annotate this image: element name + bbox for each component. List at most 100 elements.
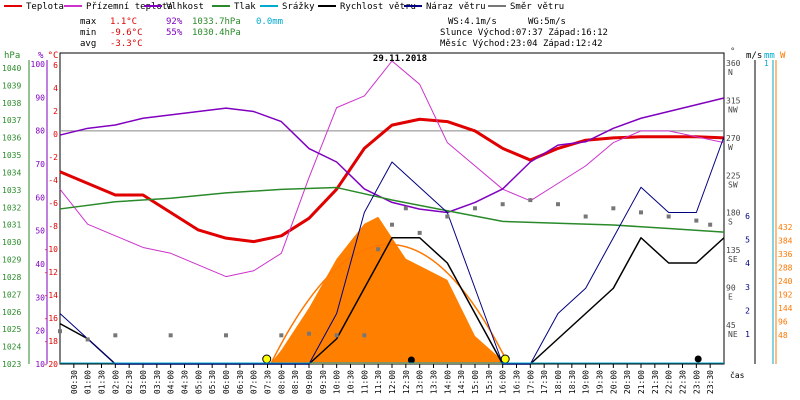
- time-tick-label: 08:00: [277, 370, 286, 394]
- series-vlhkost-line: [59, 97, 725, 214]
- w-tick-label: 432: [778, 223, 793, 232]
- pct-tick-label: 90: [35, 93, 45, 102]
- hpa-tick-label: 1033: [2, 186, 21, 195]
- chart-title: 29.11.2018: [373, 54, 427, 64]
- time-tick-label: 16:00: [499, 370, 508, 394]
- series-smer-vetru-point: [58, 329, 62, 334]
- time-tick-label: 14:00: [443, 370, 452, 394]
- stat-min-hum: 55%: [166, 28, 183, 38]
- legend-label: Srážky: [282, 2, 315, 12]
- time-tick-label: 12:30: [402, 370, 411, 394]
- axis-title-c: °C: [48, 51, 59, 61]
- series-smer-vetru-point: [473, 206, 477, 211]
- legend-label: Teplota: [26, 2, 64, 12]
- series-smer-vetru-point: [500, 202, 505, 207]
- c-tick-label: -12: [44, 268, 59, 277]
- dir-tick-label: S: [728, 218, 733, 227]
- hpa-tick-label: 1036: [2, 134, 21, 143]
- series-smer-vetru-point: [708, 222, 713, 227]
- c-tick-label: -20: [44, 360, 59, 369]
- hpa-tick-label: 1030: [2, 238, 21, 247]
- series-prizemni-teplota-line: [59, 60, 725, 278]
- c-tick-label: 0: [53, 130, 58, 139]
- hpa-tick-label: 1025: [2, 325, 21, 334]
- w-tick-label: 336: [778, 250, 793, 259]
- series-smer-vetru-point: [417, 230, 422, 235]
- w-tick-label: 192: [778, 291, 793, 300]
- time-tick-label: 22:30: [679, 370, 688, 394]
- time-tick-label: 10:30: [347, 370, 356, 394]
- hpa-tick-label: 1029: [2, 256, 21, 265]
- stat-max-temp: 1.1°C: [110, 17, 137, 27]
- stat-row-label: avg: [80, 39, 96, 49]
- w-tick-label: 144: [778, 304, 793, 313]
- hpa-tick-label: 1035: [2, 151, 21, 160]
- dir-tick-label: SE: [728, 255, 738, 264]
- hpa-tick-label: 1037: [2, 116, 21, 125]
- stat-sun: Slunce Východ:07:37 Západ:16:12: [440, 28, 608, 38]
- series-smer-vetru-point: [85, 337, 90, 342]
- c-tick-label: -18: [44, 337, 59, 346]
- time-tick-label: 23:30: [706, 370, 715, 394]
- stat-min-temp: -9.6°C: [110, 28, 143, 38]
- w-tick-label: 48: [778, 331, 788, 340]
- hpa-tick-label: 1032: [2, 203, 21, 212]
- dir-tick-label: 315: [726, 96, 741, 105]
- series-smer-vetru-point: [583, 214, 588, 219]
- series-smer-vetru-point: [556, 202, 560, 207]
- sun-arc: [270, 244, 509, 365]
- series-smer-vetru-point: [445, 214, 450, 219]
- time-tick-label: 22:00: [665, 370, 674, 394]
- series-solar-area: [270, 216, 509, 364]
- time-tick-label: 15:30: [485, 370, 494, 394]
- time-tick-label: 00:30: [70, 370, 79, 394]
- c-tick-label: -14: [44, 291, 59, 300]
- axis-title-time: čas: [730, 370, 745, 380]
- time-tick-label: 15:00: [471, 370, 480, 394]
- stat-max-hum: 92%: [166, 17, 183, 27]
- legend-label: Přízemní teplota: [86, 2, 173, 12]
- series-smer-vetru-point: [666, 214, 671, 219]
- time-tick-label: 11:30: [374, 370, 383, 394]
- stat-max-press: 1033.7hPa: [192, 17, 241, 27]
- dir-tick-label: 45: [726, 321, 736, 330]
- legend-label: Směr větru: [510, 2, 564, 12]
- series-smer-vetru-point: [113, 333, 118, 338]
- series-teplota-line: [59, 117, 725, 244]
- dir-tick-label: 225: [726, 171, 741, 180]
- dir-tick-label: E: [728, 293, 733, 302]
- time-tick-label: 11:00: [360, 370, 369, 394]
- time-tick-label: 08:30: [291, 370, 300, 394]
- series-smer-vetru-point: [639, 210, 643, 215]
- stat-avg-temp: -3.3°C: [110, 39, 143, 49]
- pct-tick-label: 40: [35, 260, 45, 269]
- w-tick-label: 240: [778, 277, 793, 286]
- c-tick-label: -8: [48, 222, 58, 231]
- moonset-marker: [407, 356, 415, 364]
- stat-row-label: min: [80, 28, 96, 38]
- mm-tick-label: 1: [764, 59, 769, 68]
- w-tick-label: 96: [778, 318, 788, 327]
- time-tick-label: 02:30: [125, 370, 134, 394]
- ms-tick-label: 5: [745, 236, 750, 245]
- pct-tick-label: 10: [35, 360, 45, 369]
- series-smer-vetru-point: [403, 206, 408, 211]
- series-tlak-line: [59, 186, 725, 233]
- pct-tick-label: 20: [35, 327, 45, 336]
- legend-label: Náraz větru: [426, 2, 486, 12]
- c-tick-label: -10: [44, 245, 59, 254]
- series-smer-vetru-point: [224, 333, 228, 338]
- c-tick-label: 6: [53, 61, 58, 70]
- time-tick-label: 09:30: [319, 370, 328, 394]
- hpa-tick-label: 1023: [2, 360, 21, 369]
- series-smer-vetru-point: [362, 333, 367, 338]
- series-smer-vetru-point: [611, 206, 616, 211]
- dir-tick-label: NE: [728, 330, 738, 339]
- dir-tick-label: SW: [728, 180, 738, 189]
- time-tick-label: 01:00: [84, 370, 93, 394]
- c-tick-label: -6: [48, 199, 58, 208]
- dir-tick-label: 180: [726, 209, 741, 218]
- axis-title-ms: m/s: [746, 51, 762, 61]
- hpa-tick-label: 1040: [2, 64, 21, 73]
- time-tick-label: 12:00: [388, 370, 397, 394]
